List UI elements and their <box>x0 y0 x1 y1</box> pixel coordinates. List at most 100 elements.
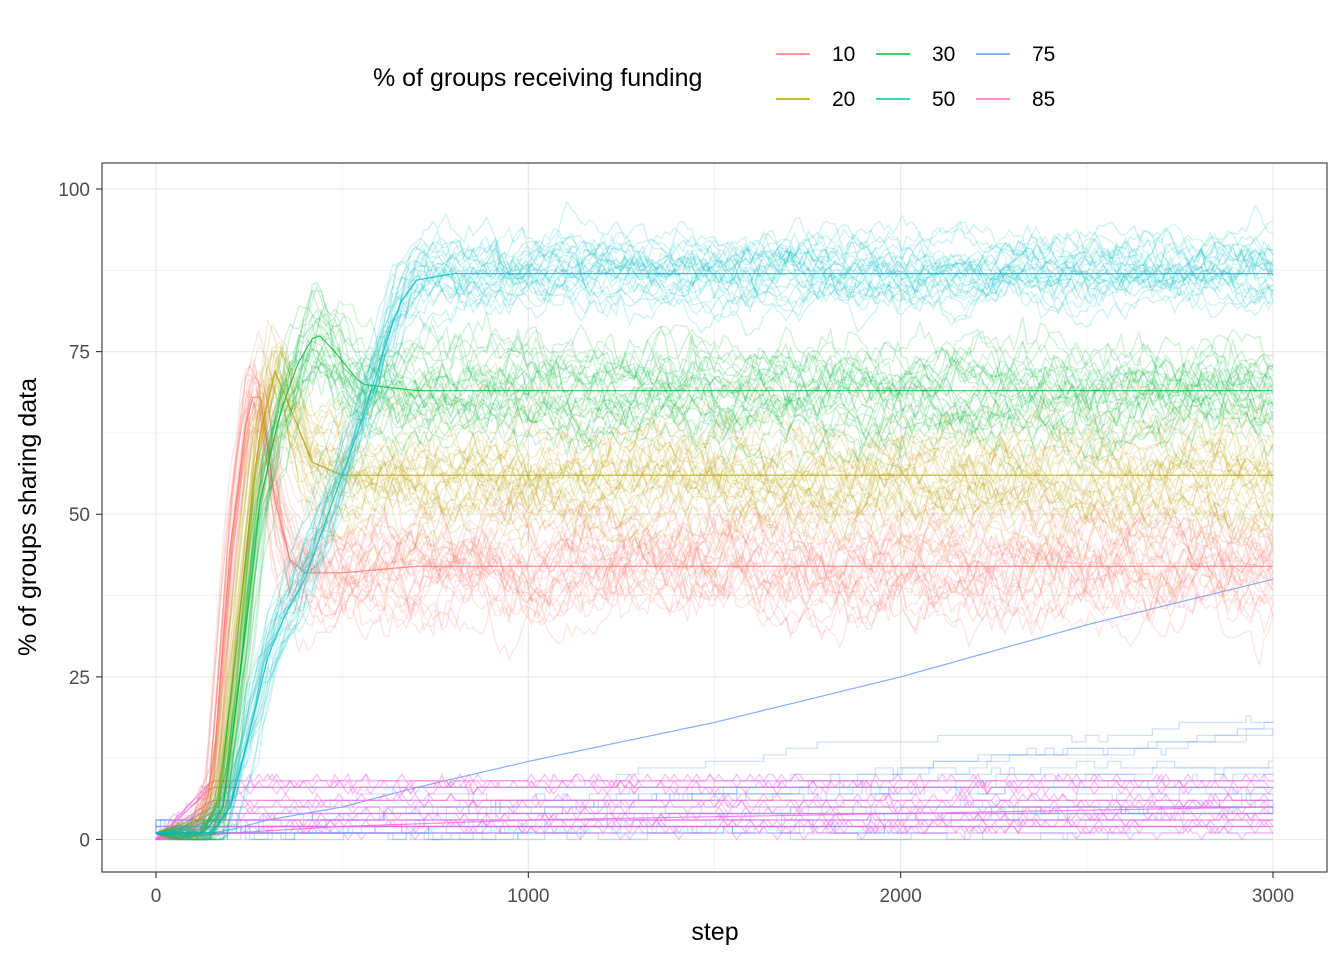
series-run <box>155 415 1274 840</box>
series-run <box>155 425 1274 839</box>
series-run <box>155 229 1274 834</box>
series-run <box>155 805 1273 841</box>
series-run <box>155 347 1274 834</box>
series-run <box>155 387 1274 840</box>
series-run <box>155 818 1274 841</box>
series-run <box>155 221 1274 839</box>
series-run <box>155 812 1273 841</box>
series-line <box>156 396 1273 834</box>
series-run <box>155 344 1274 841</box>
series-run <box>155 226 1274 834</box>
series-run <box>155 350 1274 841</box>
series-run <box>155 363 1274 835</box>
legend-label: 50 <box>932 88 955 111</box>
y-axis: 0 25 50 75 100 <box>58 180 102 851</box>
series-run <box>155 243 1274 836</box>
series-run <box>155 772 1273 836</box>
series-run <box>155 392 1274 837</box>
series-run <box>155 390 1274 836</box>
series-run <box>155 364 1274 835</box>
legend-label: 20 <box>832 88 855 111</box>
series-run <box>155 792 1273 841</box>
series-run <box>155 336 1274 841</box>
panel-border <box>101 162 1328 873</box>
series-layer <box>155 200 1274 841</box>
x-tick-label: 3000 <box>1252 886 1294 907</box>
legend-label: 30 <box>932 43 955 66</box>
series-run <box>156 799 1273 841</box>
series-run <box>155 373 1274 841</box>
series-run <box>155 806 1273 834</box>
series-run <box>155 312 1274 834</box>
series-run <box>155 362 1274 841</box>
series-line <box>155 806 1274 841</box>
series-run <box>155 792 1273 841</box>
series-run <box>155 819 1273 841</box>
series-run <box>155 200 1274 834</box>
series-run <box>155 805 1273 841</box>
series-run <box>155 224 1274 839</box>
series-run <box>155 354 1274 841</box>
x-axis-title: step <box>691 918 738 946</box>
series-run <box>155 715 1273 822</box>
y-tick-label: 25 <box>69 668 90 689</box>
series-run <box>155 806 1273 841</box>
series-run <box>155 317 1274 834</box>
series-run <box>155 361 1274 841</box>
series-run <box>155 773 1273 841</box>
series-run <box>155 818 1273 841</box>
series-run <box>155 411 1274 841</box>
series-run <box>155 327 1274 834</box>
series-run <box>155 369 1274 841</box>
legend-item-30: 30 <box>876 43 955 66</box>
series-run <box>155 812 1273 841</box>
x-axis: 0 1000 2000 3000 <box>151 872 1294 907</box>
series-run <box>155 772 1273 840</box>
series-line <box>156 335 1273 834</box>
series-run <box>155 401 1274 834</box>
series-run <box>155 378 1274 834</box>
series-run <box>155 435 1274 841</box>
series-run <box>155 219 1274 837</box>
series-run <box>155 344 1274 834</box>
series-run <box>155 226 1274 834</box>
series-run <box>155 349 1274 834</box>
series-run <box>155 235 1274 841</box>
series-run <box>155 373 1274 837</box>
series-run <box>155 825 1273 841</box>
series-run <box>155 354 1274 840</box>
series-run <box>155 779 1274 840</box>
series-run <box>155 772 1273 840</box>
series-run <box>155 243 1274 841</box>
legend: % of groups receiving funding 10 20 30 50 75… <box>373 43 1055 111</box>
series-run <box>155 363 1274 834</box>
series-run <box>155 793 1273 834</box>
y-tick-label: 75 <box>69 343 90 364</box>
series-line <box>155 578 1274 841</box>
series-30 <box>155 281 1274 841</box>
series-run <box>155 361 1274 841</box>
series-run <box>155 401 1274 841</box>
series-run <box>155 345 1274 835</box>
x-tick-label: 0 <box>151 886 162 907</box>
series-run <box>155 352 1274 841</box>
series-run <box>155 381 1274 836</box>
series-run <box>155 779 1273 837</box>
series-run <box>155 818 1274 841</box>
series-run <box>155 389 1274 841</box>
series-run <box>155 372 1274 841</box>
series-85 <box>155 772 1274 841</box>
series-run <box>156 239 1274 837</box>
series-run <box>155 321 1274 841</box>
series-run <box>155 229 1274 835</box>
series-run <box>155 258 1274 841</box>
series-run <box>155 231 1274 835</box>
series-run <box>155 250 1274 841</box>
series-run <box>155 396 1274 839</box>
x-tick-label: 1000 <box>507 886 549 907</box>
series-run <box>155 818 1273 841</box>
series-run <box>155 354 1274 841</box>
series-run <box>155 734 1273 834</box>
series-run <box>155 345 1274 841</box>
legend-keys: 10 20 30 50 75 85 <box>776 43 1055 111</box>
